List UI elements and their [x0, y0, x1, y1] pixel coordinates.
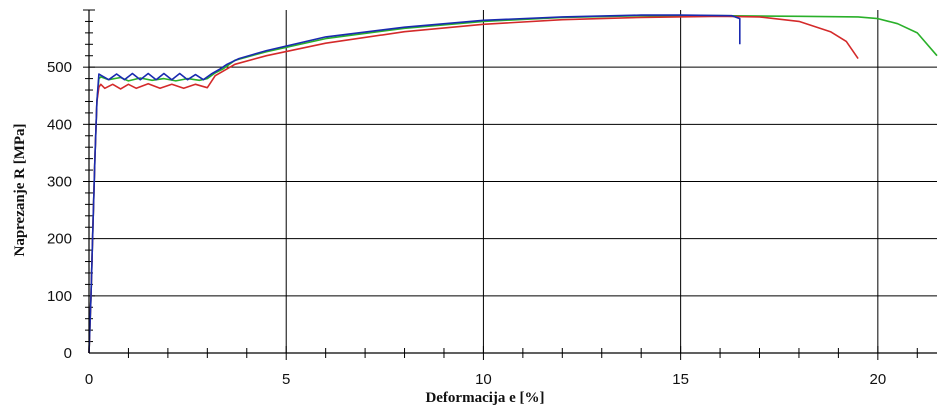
y-tick-label: 300 [47, 174, 72, 191]
axes [88, 10, 937, 354]
x-tick-label: 10 [475, 371, 492, 388]
x-tick-label: 0 [85, 371, 93, 388]
minor-ticks [83, 9, 918, 360]
series-line-2 [88, 15, 859, 354]
x-tick-label: 20 [869, 371, 886, 388]
x-tick-label: 5 [282, 371, 290, 388]
x-axis-title: Deformacija e [%] [425, 390, 544, 406]
series-lines [88, 14, 938, 354]
y-tick-label: 100 [47, 288, 72, 305]
series-line-1 [88, 14, 938, 354]
x-tick-label: 15 [672, 371, 689, 388]
y-tick-label: 500 [47, 59, 72, 76]
y-axis-title: Naprezanje R [MPa] [12, 123, 28, 256]
y-tick-label: 200 [47, 231, 72, 248]
y-tick-label: 0 [64, 345, 72, 362]
grid [89, 10, 937, 353]
series-line-3 [88, 14, 741, 354]
y-tick-label: 400 [47, 116, 72, 133]
